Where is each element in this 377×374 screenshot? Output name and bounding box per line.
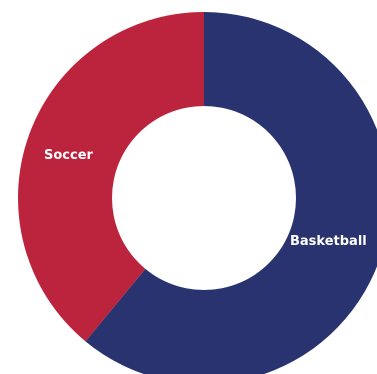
donut-hole <box>112 106 296 290</box>
slice-soccer <box>18 12 205 342</box>
labels-group: Basketball Soccer <box>44 148 367 249</box>
slice-label-basketball: Basketball <box>290 234 367 249</box>
slice-label-soccer: Soccer <box>44 148 94 163</box>
